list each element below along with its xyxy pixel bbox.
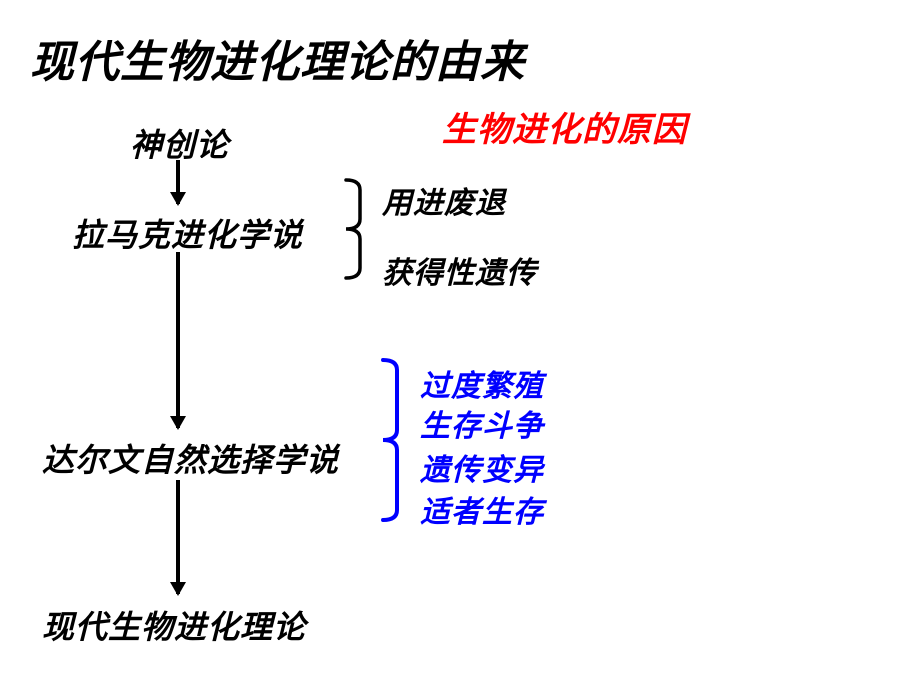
brace-darwin (383, 360, 397, 520)
darwin-detail-2: 生存斗争 (420, 401, 544, 445)
darwin-detail-4: 适者生存 (420, 487, 544, 531)
node-darwin: 达尔文自然选择学说 (42, 435, 339, 481)
arrow-1 (170, 160, 186, 206)
lamarck-detail-2: 获得性遗传 (382, 248, 537, 292)
darwin-detail-3: 遗传变异 (420, 445, 544, 489)
slide: 现代生物进化理论的由来 生物进化的原因 神创论 拉马克进化学说 达尔文自然选择学… (12, 12, 908, 678)
arrow-3 (170, 480, 186, 596)
slide-subtitle: 生物进化的原因 (442, 102, 687, 151)
node-creationism: 神创论 (130, 120, 229, 166)
node-modern-theory: 现代生物进化理论 (42, 602, 306, 648)
slide-title: 现代生物进化理论的由来 (30, 26, 525, 90)
lamarck-detail-1: 用进废退 (382, 178, 506, 222)
brace-lamarck (346, 180, 360, 278)
darwin-detail-1: 过度繁殖 (420, 361, 544, 405)
node-lamarck: 拉马克进化学说 (72, 210, 303, 256)
arrow-2 (170, 252, 186, 430)
